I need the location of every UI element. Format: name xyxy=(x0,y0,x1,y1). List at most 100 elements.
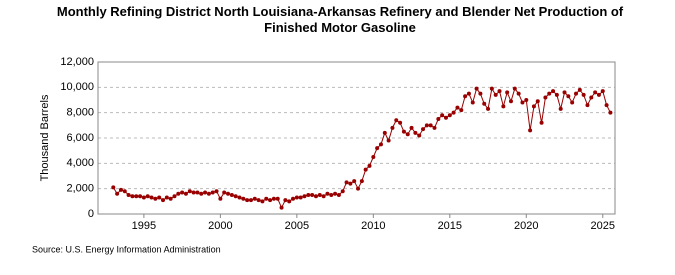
data-point xyxy=(294,195,299,200)
data-point xyxy=(531,104,536,109)
y-tick-label: 4,000 xyxy=(66,157,94,169)
data-point xyxy=(482,101,487,106)
data-point xyxy=(313,194,318,199)
data-point xyxy=(470,100,475,105)
data-point xyxy=(394,118,399,123)
data-point xyxy=(126,193,131,197)
data-point xyxy=(206,191,211,196)
x-tick-label: 1995 xyxy=(132,220,156,232)
data-point xyxy=(245,198,250,203)
data-point xyxy=(558,106,563,111)
data-point xyxy=(199,191,204,196)
data-point xyxy=(226,191,231,196)
data-point xyxy=(593,90,598,95)
data-point xyxy=(145,194,150,199)
data-point xyxy=(153,196,158,201)
data-point xyxy=(463,94,468,99)
data-point xyxy=(275,196,280,201)
data-point xyxy=(321,194,326,199)
data-point xyxy=(233,194,238,199)
data-point xyxy=(459,108,464,113)
data-point xyxy=(535,99,540,104)
data-point xyxy=(298,195,303,200)
data-point xyxy=(168,196,173,201)
data-point xyxy=(118,187,123,192)
data-point xyxy=(352,179,357,184)
data-point xyxy=(413,130,418,135)
data-point xyxy=(310,193,315,197)
data-point xyxy=(577,87,582,92)
data-point xyxy=(138,194,143,199)
data-point xyxy=(134,194,139,199)
data-point xyxy=(329,193,334,197)
y-tick-label: 2,000 xyxy=(66,183,94,195)
data-point xyxy=(497,89,502,94)
data-point xyxy=(260,199,265,204)
data-point xyxy=(130,194,135,199)
data-point xyxy=(554,92,559,97)
data-point xyxy=(164,195,169,200)
x-tick-label: 2020 xyxy=(514,220,538,232)
data-point xyxy=(333,191,338,196)
data-point xyxy=(604,103,609,108)
data-point xyxy=(287,199,292,204)
data-point xyxy=(539,120,544,125)
data-point xyxy=(363,167,368,172)
data-point xyxy=(214,189,219,194)
data-point xyxy=(183,191,188,196)
data-point xyxy=(585,103,590,108)
data-point xyxy=(520,100,525,105)
x-tick-label: 2025 xyxy=(591,220,615,232)
data-point xyxy=(543,95,548,100)
data-point xyxy=(176,191,181,196)
data-point xyxy=(524,98,529,102)
data-point xyxy=(409,125,414,130)
data-point xyxy=(417,133,422,138)
data-point xyxy=(566,94,571,99)
data-point xyxy=(218,196,223,201)
data-point xyxy=(440,113,445,118)
data-point xyxy=(222,190,227,195)
x-tick-label: 2010 xyxy=(361,220,385,232)
data-point xyxy=(581,92,586,97)
data-point xyxy=(302,194,307,199)
data-point xyxy=(551,89,556,94)
data-point xyxy=(149,195,154,200)
data-point xyxy=(375,146,380,151)
data-point xyxy=(378,142,383,147)
data-point xyxy=(141,195,146,200)
source: Source: U.S. Energy Information Administ… xyxy=(32,244,221,254)
data-point xyxy=(466,91,471,96)
data-point xyxy=(264,196,269,201)
y-axis-label: Thousand Barrels xyxy=(39,94,51,181)
chart-title: Monthly Refining District North Louisian… xyxy=(56,4,624,35)
data-point xyxy=(241,196,246,201)
data-point xyxy=(390,125,395,130)
data-point xyxy=(386,138,391,143)
data-point xyxy=(478,91,483,96)
data-point xyxy=(340,189,345,194)
data-point xyxy=(256,198,261,203)
data-point xyxy=(382,130,387,135)
y-tick-label: 8,000 xyxy=(66,107,94,119)
data-point xyxy=(486,106,491,111)
data-point xyxy=(157,195,162,200)
y-tick-label: 10,000 xyxy=(60,81,94,93)
data-point xyxy=(401,129,406,134)
data-point xyxy=(493,92,498,97)
data-point xyxy=(516,91,521,96)
data-point xyxy=(562,90,567,95)
data-point xyxy=(180,190,185,195)
data-point xyxy=(447,113,452,118)
y-tick-label: 6,000 xyxy=(66,132,94,144)
data-point xyxy=(348,181,353,186)
data-point xyxy=(608,110,613,115)
data-point xyxy=(508,99,513,104)
data-point xyxy=(428,123,433,128)
data-point xyxy=(187,189,192,194)
data-point xyxy=(229,193,234,197)
plot-frame xyxy=(97,61,616,215)
data-point xyxy=(268,198,273,203)
data-point xyxy=(424,123,429,128)
